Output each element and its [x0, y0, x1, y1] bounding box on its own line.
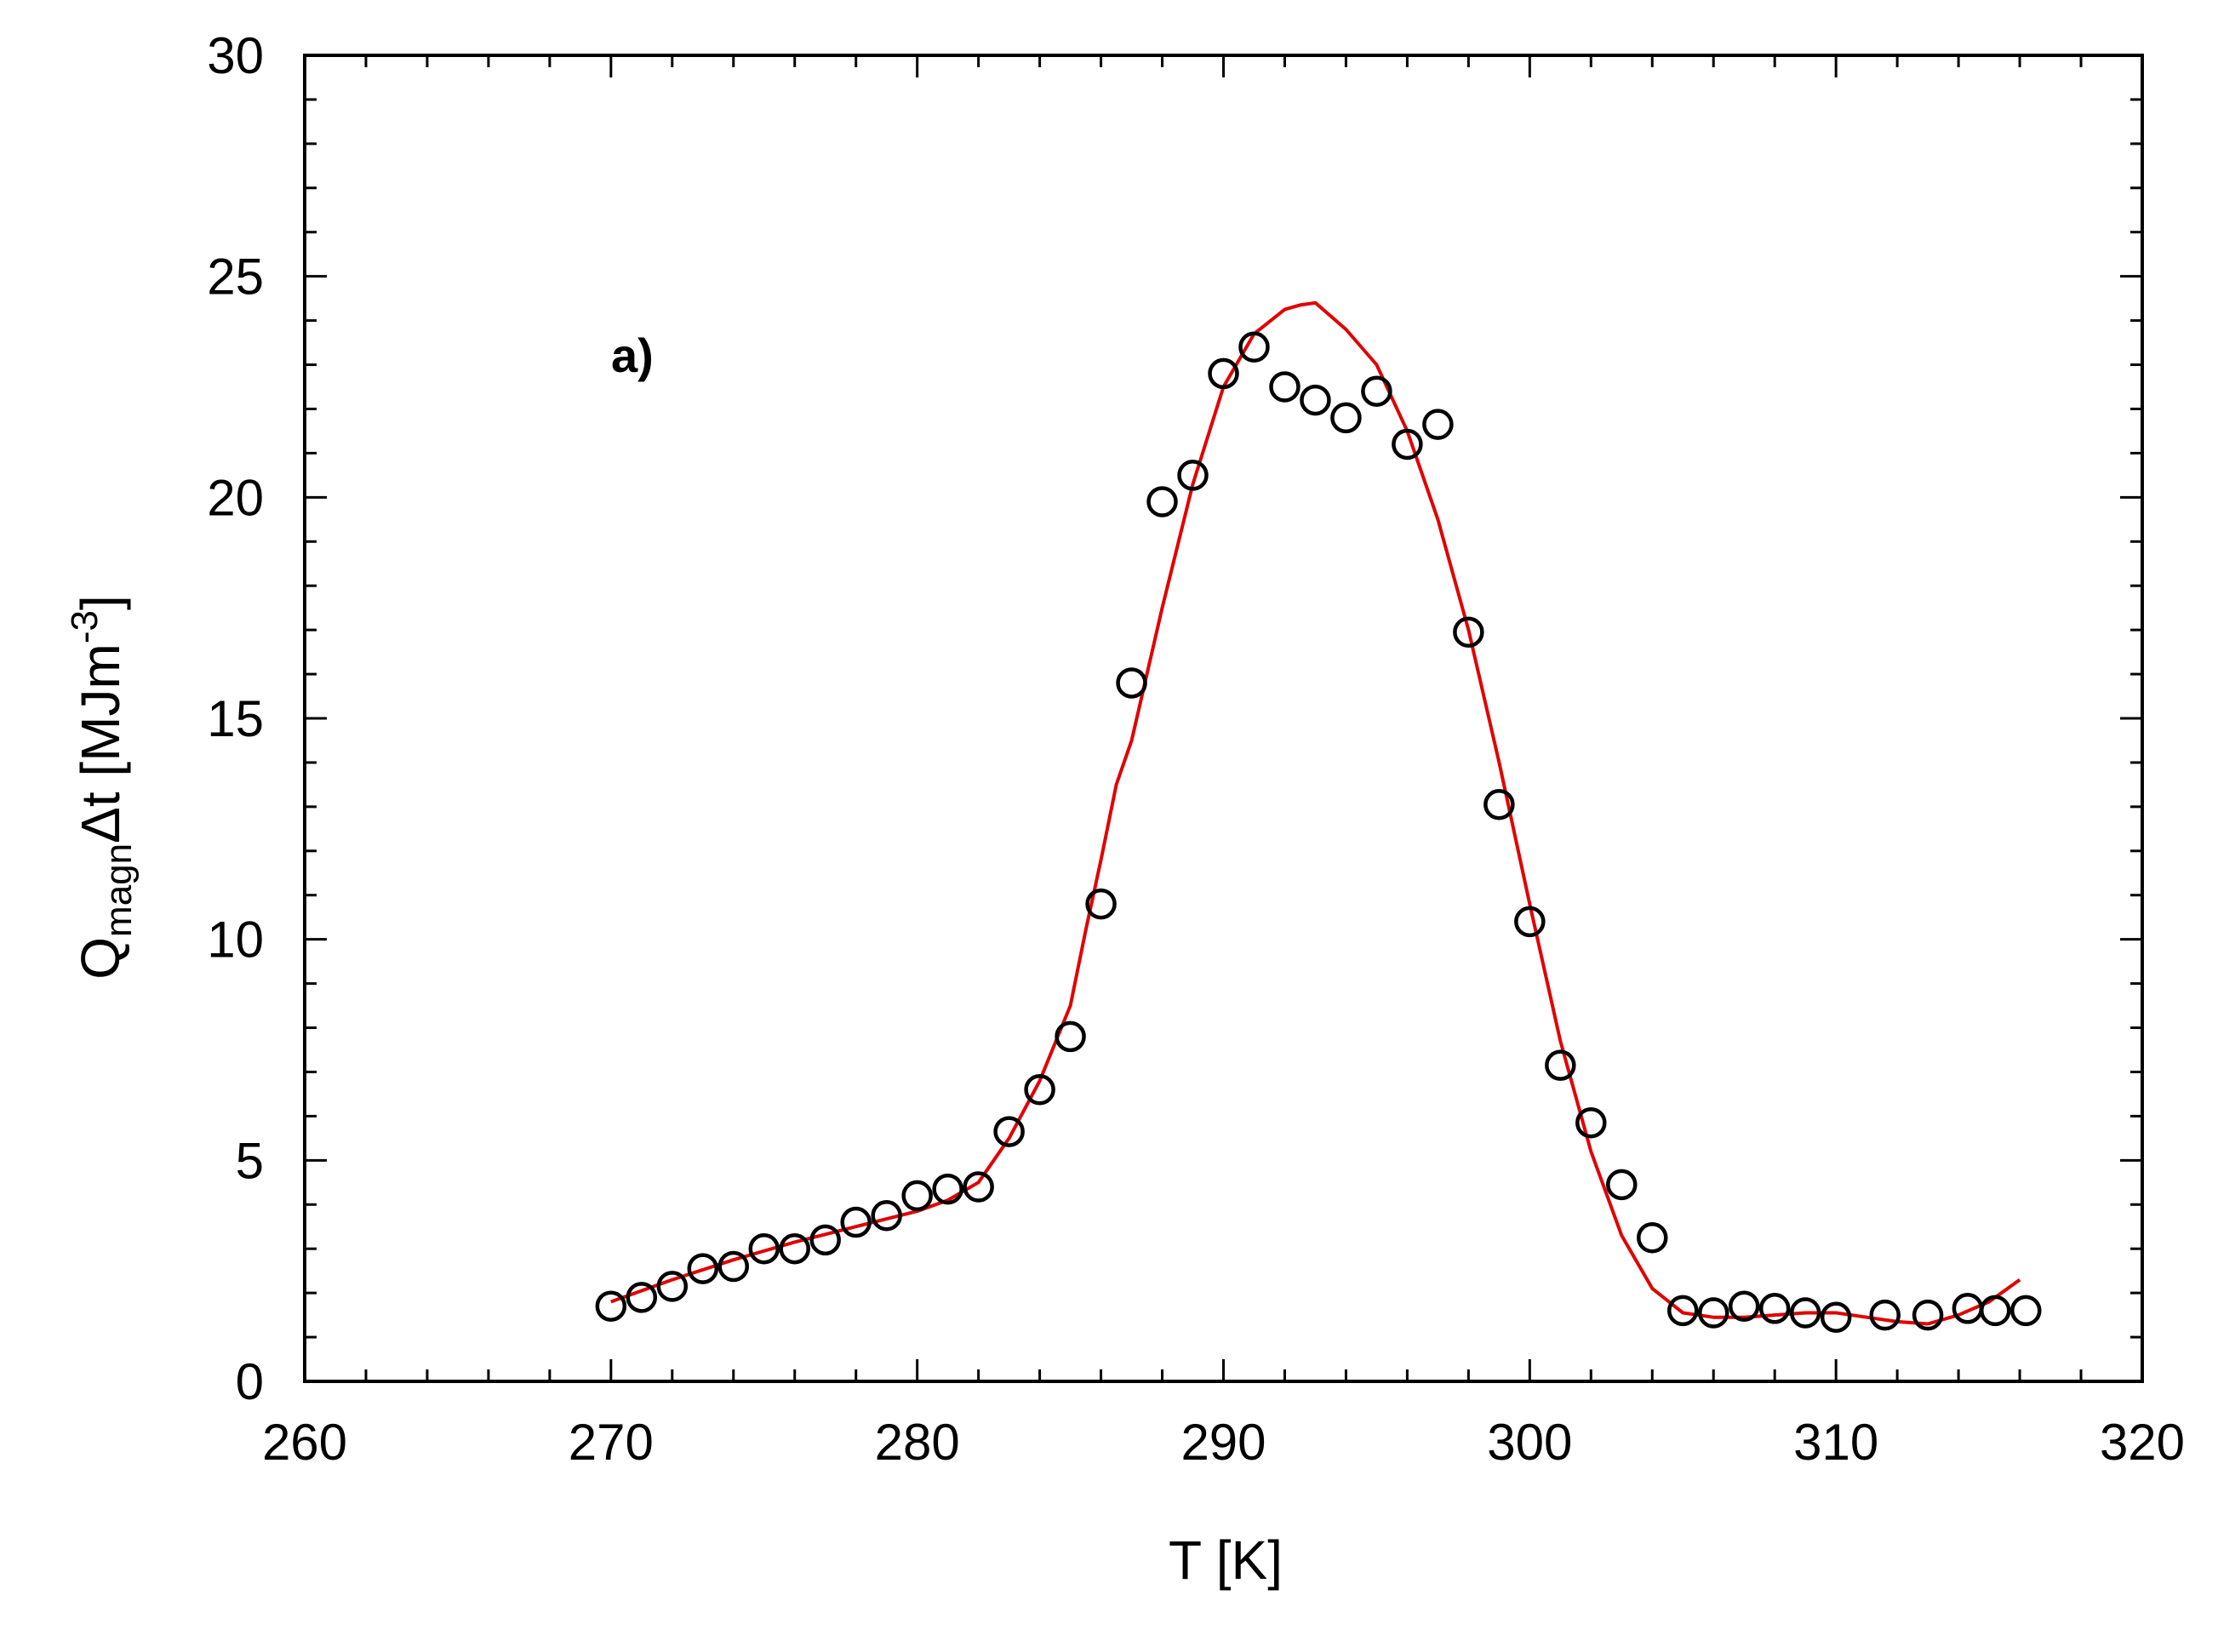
data-point: [687, 1253, 719, 1284]
data-point: [1514, 906, 1546, 938]
data-point: [1208, 357, 1239, 390]
panel-label: a): [611, 329, 654, 382]
data-point: [1758, 1293, 1791, 1324]
data-point: [1361, 375, 1392, 407]
data-point: [809, 1224, 841, 1256]
x-tick-label: 290: [1180, 1414, 1266, 1471]
data-point: [871, 1200, 902, 1232]
data-point: [901, 1180, 933, 1212]
data-point: [1606, 1169, 1638, 1201]
data-point: [1085, 888, 1117, 920]
data-point: [1483, 789, 1515, 820]
data-point: [1820, 1301, 1852, 1333]
x-tick-label: 260: [262, 1414, 347, 1471]
data-point: [1912, 1299, 1944, 1331]
data-point: [1869, 1299, 1901, 1331]
y-tick-label: 0: [236, 1353, 264, 1410]
data-point: [1545, 1049, 1576, 1081]
x-axis-title: T [K]: [1169, 1529, 1283, 1591]
data-point: [1453, 616, 1484, 648]
fit-layer: [610, 300, 2021, 1326]
labels-layer: a) T [K] QmagnΔt [MJm-3]: [64, 329, 1283, 1591]
data-point: [1728, 1290, 1760, 1322]
data-point: [1116, 667, 1147, 699]
x-tick-label: 280: [875, 1414, 960, 1471]
data-point: [1024, 1073, 1055, 1106]
x-tick-label: 270: [569, 1414, 654, 1471]
data-point: [1055, 1020, 1086, 1053]
data-point: [840, 1206, 872, 1238]
y-tick-label: 15: [207, 690, 264, 747]
data-point: [656, 1271, 689, 1302]
axes-layer: 260 270 280 290 300 310 320 0 5 10 15 20 25 30: [207, 27, 2185, 1471]
data-point: [1146, 486, 1178, 517]
x-tick-label: 310: [1793, 1414, 1878, 1471]
data-point: [1238, 331, 1270, 363]
data-point: [779, 1232, 810, 1265]
data-point: [1789, 1297, 1821, 1329]
data-point: [717, 1250, 750, 1283]
data-point: [1330, 402, 1362, 434]
data-point: [626, 1282, 658, 1313]
data-point: [1637, 1221, 1668, 1254]
data-point: [1269, 371, 1301, 403]
data-point: [748, 1232, 780, 1265]
points-layer: [595, 331, 2042, 1333]
y-tick-label: 5: [236, 1132, 264, 1189]
y-tick-label: 20: [207, 469, 264, 526]
y-tick-label: 10: [207, 912, 264, 969]
data-point: [2010, 1295, 2042, 1327]
data-point: [993, 1116, 1025, 1147]
y-axis-title: QmagnΔt [MJm-3]: [64, 595, 140, 979]
data-point: [1422, 409, 1454, 440]
data-point: [595, 1290, 627, 1322]
data-point: [1667, 1295, 1699, 1327]
data-point: [1300, 384, 1331, 416]
x-tick-label: 320: [2100, 1414, 2185, 1471]
fit-line: [610, 300, 2021, 1326]
data-point: [1697, 1297, 1729, 1329]
data-point: [963, 1171, 994, 1203]
data-point: [932, 1173, 963, 1205]
data-point: [1575, 1106, 1607, 1139]
y-tick-label: 30: [207, 27, 264, 84]
data-point: [1177, 460, 1209, 491]
data-point: [1980, 1295, 2011, 1327]
x-tick-label: 300: [1487, 1414, 1572, 1471]
data-point: [1392, 428, 1423, 460]
y-tick-label: 25: [207, 249, 264, 306]
